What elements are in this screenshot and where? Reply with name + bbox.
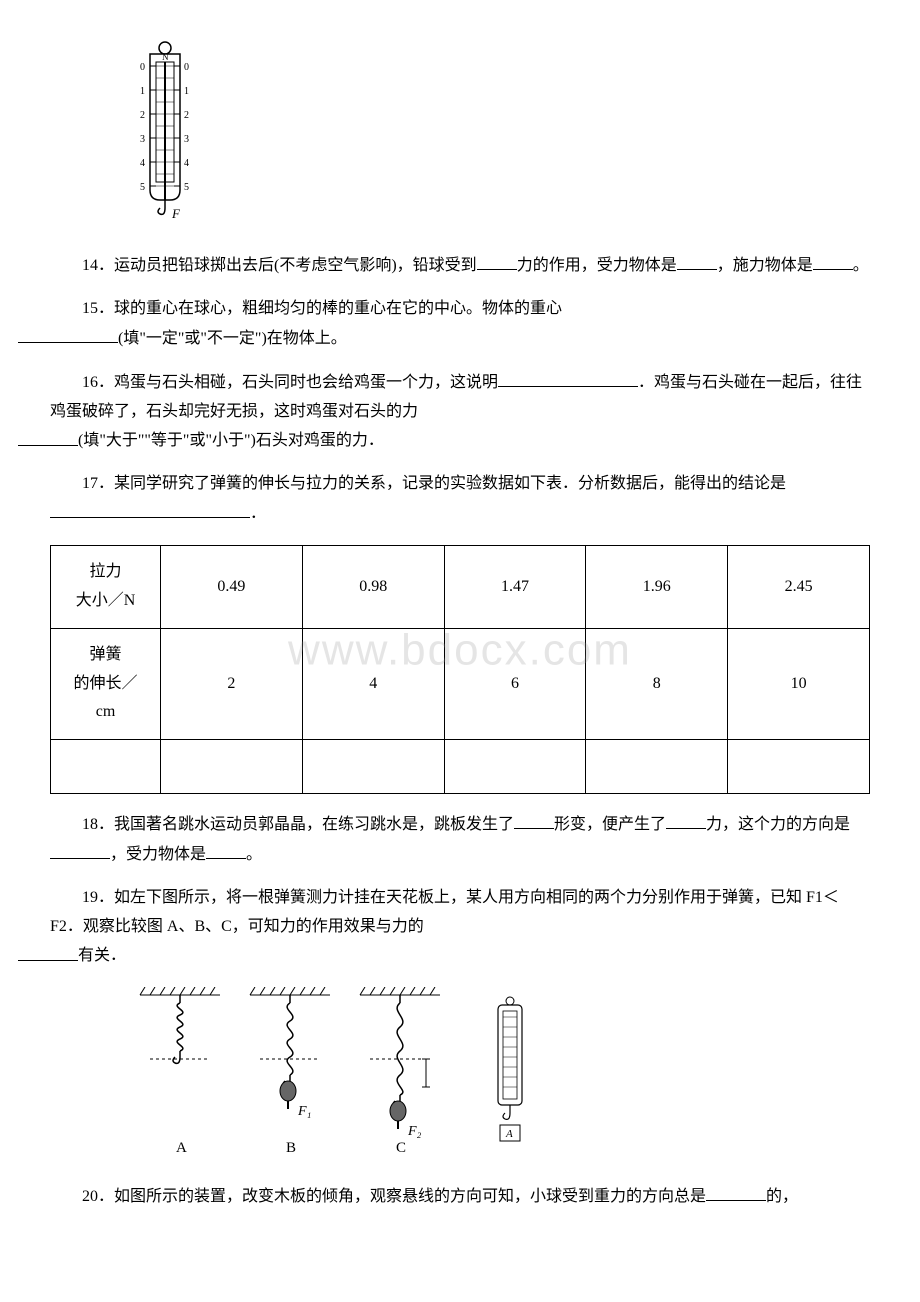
q15-t2: (填"一定"或"不一定")在物体上。 bbox=[118, 330, 347, 347]
cell: 2 bbox=[161, 628, 303, 739]
cell: 2.45 bbox=[728, 546, 870, 629]
q18-t4: ，受力物体是 bbox=[110, 846, 206, 863]
force-label-f1: F₁ bbox=[297, 1104, 311, 1119]
q15-num: 15． bbox=[82, 300, 114, 317]
label-a: A bbox=[176, 1140, 187, 1156]
svg-text:1: 1 bbox=[184, 86, 189, 97]
cell bbox=[586, 740, 728, 794]
question-20: 20．如图所示的装置，改变木板的倾角，观察悬线的方向可知，小球受到重力的方向总是… bbox=[50, 1182, 870, 1212]
q18-t5: 。 bbox=[246, 846, 262, 863]
cell: 6 bbox=[444, 628, 586, 739]
q19-blank1 bbox=[18, 941, 78, 960]
q18-t1: 我国著名跳水运动员郭晶晶，在练习跳水是，跳板发生了 bbox=[114, 816, 514, 833]
svg-text:4: 4 bbox=[140, 158, 145, 169]
q18-blank3 bbox=[50, 840, 110, 859]
q15-blank1 bbox=[18, 324, 118, 343]
svg-text:0: 0 bbox=[140, 62, 145, 73]
svg-text:3: 3 bbox=[140, 134, 145, 145]
table-row bbox=[51, 740, 870, 794]
cell bbox=[302, 740, 444, 794]
cell: 10 bbox=[728, 628, 870, 739]
table-17-wrapper: 拉力 大小／N 0.49 0.98 1.47 1.96 2.45 弹簧 的伸长／… bbox=[50, 545, 870, 794]
row1-header: 拉力 大小／N bbox=[51, 546, 161, 629]
cell bbox=[444, 740, 586, 794]
scale-box-label: A bbox=[505, 1128, 513, 1140]
springs-svg: F₁ F₂ bbox=[130, 987, 550, 1157]
q16-t1: 鸡蛋与石头相碰，石头同时也会给鸡蛋一个力，这说明 bbox=[114, 374, 498, 391]
empty-header bbox=[51, 740, 161, 794]
spring-scale-figure: 0 1 2 3 4 5 0 1 2 3 4 5 N F bbox=[130, 40, 870, 231]
q14-t3: ，施力物体是 bbox=[717, 257, 813, 274]
q18-num: 18． bbox=[82, 816, 114, 833]
q17-blank1 bbox=[50, 499, 250, 518]
springs-figure: F₁ F₂ bbox=[130, 987, 870, 1168]
q18-blank1 bbox=[514, 810, 554, 829]
q15-t1: 球的重心在球心，粗细均匀的棒的重心在它的中心。物体的重心 bbox=[114, 300, 562, 317]
svg-text:5: 5 bbox=[184, 182, 189, 193]
q16-blank2 bbox=[18, 426, 78, 445]
q17-t1: 某同学研究了弹簧的伸长与拉力的关系，记录的实验数据如下表．分析数据后，能得出的结… bbox=[114, 475, 786, 492]
cell: 1.47 bbox=[444, 546, 586, 629]
svg-text:0: 0 bbox=[184, 62, 189, 73]
q19-t2: 有关． bbox=[78, 948, 126, 965]
q20-t1: 如图所示的装置，改变木板的倾角，观察悬线的方向可知，小球受到重力的方向总是 bbox=[114, 1188, 706, 1205]
question-15: 15．球的重心在球心，粗细均匀的棒的重心在它的中心。物体的重心 (填"一定"或"… bbox=[50, 295, 870, 354]
table-17: 拉力 大小／N 0.49 0.98 1.47 1.96 2.45 弹簧 的伸长／… bbox=[50, 545, 870, 794]
q19-num: 19． bbox=[82, 889, 114, 906]
q14-t4: 。 bbox=[853, 257, 869, 274]
cell bbox=[728, 740, 870, 794]
unit-label: N bbox=[162, 52, 169, 62]
force-label-f2: F₂ bbox=[407, 1124, 422, 1139]
question-16: 16．鸡蛋与石头相碰，石头同时也会给鸡蛋一个力，这说明．鸡蛋与石头碰在一起后，往… bbox=[50, 368, 870, 457]
q14-blank1 bbox=[477, 251, 517, 270]
q14-t2: 力的作用，受力物体是 bbox=[517, 257, 677, 274]
q14-num: 14． bbox=[82, 257, 114, 274]
q20-num: 20． bbox=[82, 1188, 114, 1205]
cell: 0.98 bbox=[302, 546, 444, 629]
table-row: 弹簧 的伸长／ cm 2 4 6 8 10 bbox=[51, 628, 870, 739]
q14-blank2 bbox=[677, 251, 717, 270]
force-label: F bbox=[171, 206, 181, 220]
q18-blank2 bbox=[666, 810, 706, 829]
question-19: 19．如左下图所示，将一根弹簧测力计挂在天花板上，某人用方向相同的两个力分别作用… bbox=[50, 884, 870, 972]
svg-text:5: 5 bbox=[140, 182, 145, 193]
label-c: C bbox=[396, 1140, 406, 1156]
q18-t3: 力，这个力的方向是 bbox=[706, 816, 850, 833]
label-b: B bbox=[286, 1140, 296, 1156]
svg-text:2: 2 bbox=[184, 110, 189, 121]
cell bbox=[161, 740, 303, 794]
row2-header: 弹簧 的伸长／ cm bbox=[51, 628, 161, 739]
question-18: 18．我国著名跳水运动员郭晶晶，在练习跳水是，跳板发生了 形变，便产生了 力，这个力… bbox=[50, 810, 870, 870]
q14-t1: 运动员把铅球掷出去后(不考虑空气影响)，铅球受到 bbox=[114, 257, 477, 274]
q18-blank4 bbox=[206, 840, 246, 859]
cell: 0.49 bbox=[161, 546, 303, 629]
q19-t1: 如左下图所示，将一根弹簧测力计挂在天花板上，某人用方向相同的两个力分别作用于弹簧… bbox=[50, 889, 839, 935]
spring-scale-svg: 0 1 2 3 4 5 0 1 2 3 4 5 N F bbox=[130, 40, 200, 220]
question-14: 14．运动员把铅球掷出去后(不考虑空气影响)，铅球受到 力的作用，受力物体是 ，施力… bbox=[50, 251, 870, 281]
q20-blank1 bbox=[706, 1182, 766, 1201]
svg-text:1: 1 bbox=[140, 86, 145, 97]
cell: 8 bbox=[586, 628, 728, 739]
q16-blank1 bbox=[498, 368, 638, 387]
q16-t3: (填"大于""等于"或"小于")石头对鸡蛋的力． bbox=[78, 433, 384, 450]
question-17: 17．某同学研究了弹簧的伸长与拉力的关系，记录的实验数据如下表．分析数据后，能得… bbox=[50, 470, 870, 529]
svg-text:4: 4 bbox=[184, 158, 189, 169]
q18-t2: 形变，便产生了 bbox=[554, 816, 666, 833]
cell: 1.96 bbox=[586, 546, 728, 629]
q17-num: 17． bbox=[82, 475, 114, 492]
cell: 4 bbox=[302, 628, 444, 739]
table-row: 拉力 大小／N 0.49 0.98 1.47 1.96 2.45 bbox=[51, 546, 870, 629]
q17-t2: ． bbox=[250, 505, 266, 522]
q20-t2: 的， bbox=[766, 1188, 798, 1205]
svg-text:3: 3 bbox=[184, 134, 189, 145]
q14-blank3 bbox=[813, 251, 853, 270]
svg-text:2: 2 bbox=[140, 110, 145, 121]
q16-num: 16． bbox=[82, 374, 114, 391]
